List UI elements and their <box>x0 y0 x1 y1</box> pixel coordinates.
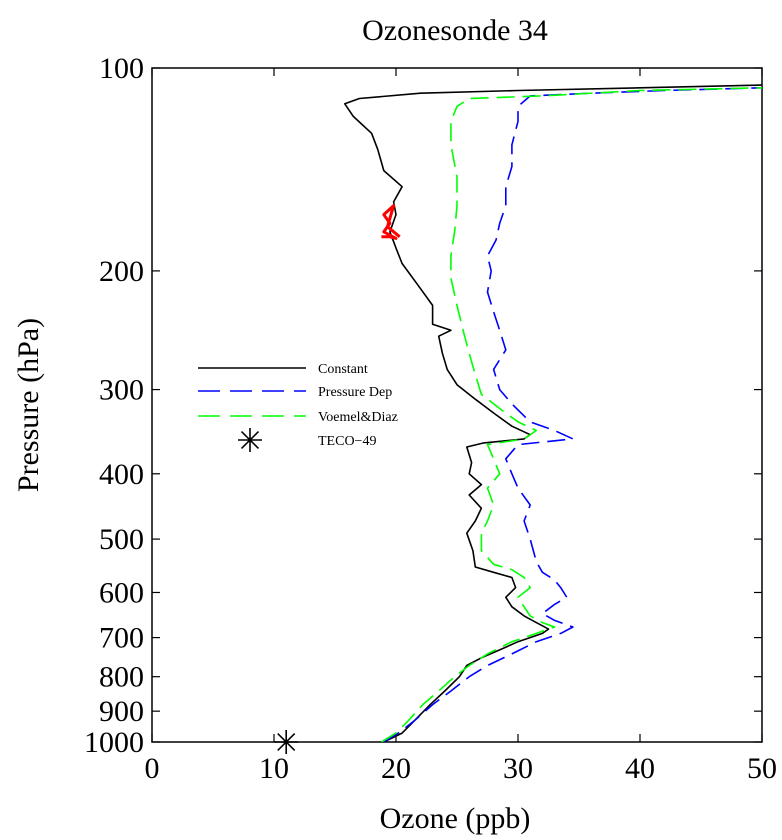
x-tick-label: 10 <box>259 752 289 785</box>
y-tick-label: 200 <box>99 255 144 288</box>
x-tick-label: 30 <box>503 752 533 785</box>
y-tick-label: 300 <box>99 374 144 407</box>
legend: Constant Pressure Dep Voemel&Diaz TECO−49 <box>192 342 422 452</box>
marker-teco-49 <box>274 730 299 754</box>
legend-label: Pressure Dep <box>318 385 392 400</box>
legend-label: TECO−49 <box>318 434 376 449</box>
series-line-constant <box>343 84 762 742</box>
y-tick-label: 900 <box>99 695 144 728</box>
legend-label: Constant <box>318 362 368 377</box>
x-tick-label: 20 <box>381 752 411 785</box>
series-line-red-segment <box>381 204 401 240</box>
y-tick-label: 800 <box>99 661 144 694</box>
y-tick-label: 500 <box>99 523 144 556</box>
chart-title: Ozonesonde 34 <box>362 14 548 47</box>
x-tick-label: 40 <box>625 752 655 785</box>
x-tick-label: 50 <box>747 752 777 785</box>
legend-background <box>192 342 422 452</box>
y-tick-label: 100 <box>99 52 144 85</box>
legend-label: Voemel&Diaz <box>318 410 398 425</box>
series-line-voemel-diaz <box>380 87 762 742</box>
y-tick-label: 700 <box>99 622 144 655</box>
plot-frame <box>151 67 763 743</box>
series-line-pressure-dep <box>383 87 762 742</box>
x-axis-label: Ozone (ppb) <box>380 802 531 835</box>
y-tick-label: 1000 <box>84 726 144 759</box>
legend-marker-teco-49 <box>238 428 262 452</box>
x-tick-label: 0 <box>145 752 160 785</box>
y-axis-label: Pressure (hPa) <box>12 318 45 492</box>
plot-area: 0 10 20 30 40 50 100 200 300 400 500 600 700 80090010… <box>84 52 777 785</box>
y-tick-label: 400 <box>99 458 144 491</box>
y-tick-label: 600 <box>99 576 144 609</box>
